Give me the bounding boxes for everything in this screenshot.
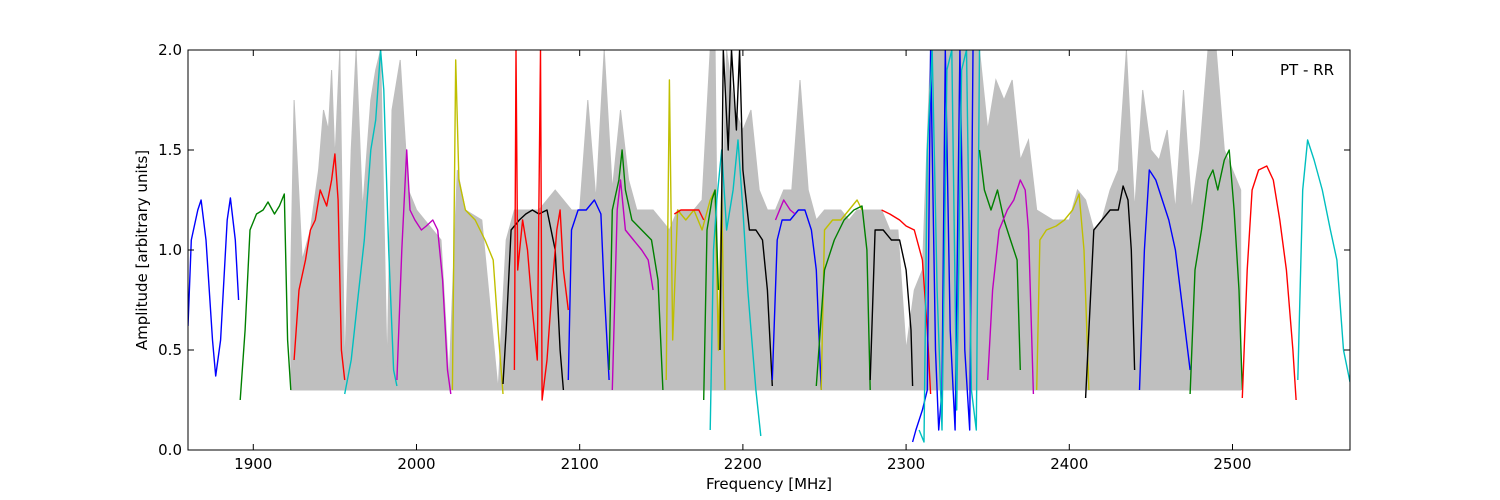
series-segment-16	[771, 209, 822, 391]
series-segment-11	[665, 79, 726, 391]
y-tick-label: 1.5	[158, 141, 182, 159]
series-segment-9	[608, 149, 664, 391]
series-segment-8	[567, 199, 610, 381]
x-tick-label: 2400	[1050, 455, 1088, 473]
series-segment-14	[709, 139, 762, 437]
x-tick-label: 2000	[397, 455, 435, 473]
series-segment-31	[1297, 139, 1350, 383]
series-segment-20	[869, 229, 914, 387]
series-segment-18	[820, 199, 863, 391]
y-tick-label: 0.0	[158, 441, 182, 459]
series-segment-19	[815, 205, 871, 391]
background-envelope	[290, 50, 1242, 391]
series-segment-25	[987, 179, 1035, 395]
series-segment-1	[239, 193, 292, 401]
series-segment-13	[703, 189, 720, 401]
y-tick-label: 0.5	[158, 341, 182, 359]
x-axis: 1900 2000 2100 2200 2300 2400 2500	[234, 50, 1252, 473]
series-segment-30	[1241, 165, 1297, 401]
series-segment-6	[502, 209, 565, 391]
y-axis-label: Amplitude [arbitrary units]	[133, 150, 151, 350]
series-segment-17	[774, 199, 796, 221]
series-segment-27	[1084, 185, 1136, 399]
series-segment-21	[881, 209, 932, 395]
series-segment-29	[1189, 149, 1243, 395]
series-segment-7	[513, 50, 569, 401]
series-segment-23	[918, 50, 981, 443]
series-segment-26	[1036, 193, 1090, 391]
x-tick-label: 2100	[561, 455, 599, 473]
series-segment-28	[1138, 169, 1191, 391]
y-tick-label: 2.0	[158, 41, 182, 59]
series-segment-15	[719, 50, 773, 387]
series-segment-0	[188, 197, 240, 377]
x-axis-label: Frequency [MHz]	[706, 475, 832, 493]
series-segment-24	[978, 149, 1021, 371]
series-segment-12	[673, 209, 705, 221]
panel-annotation: PT - RR	[1280, 61, 1334, 79]
y-axis: 0.0 0.5 1.0 1.5 2.0	[158, 41, 1350, 459]
series-segment-2	[293, 153, 346, 381]
y-tick-label: 1.0	[158, 241, 182, 259]
series-segment-10	[611, 179, 654, 391]
x-tick-label: 2300	[887, 455, 925, 473]
x-tick-label: 2200	[724, 455, 762, 473]
x-tick-label: 1900	[234, 455, 272, 473]
envelope-area	[290, 50, 1242, 391]
series-segment-3	[344, 50, 398, 395]
x-tick-label: 2500	[1213, 455, 1251, 473]
series-layer	[188, 50, 1350, 443]
series-segment-5	[451, 59, 504, 395]
series-segment-4	[396, 149, 452, 395]
